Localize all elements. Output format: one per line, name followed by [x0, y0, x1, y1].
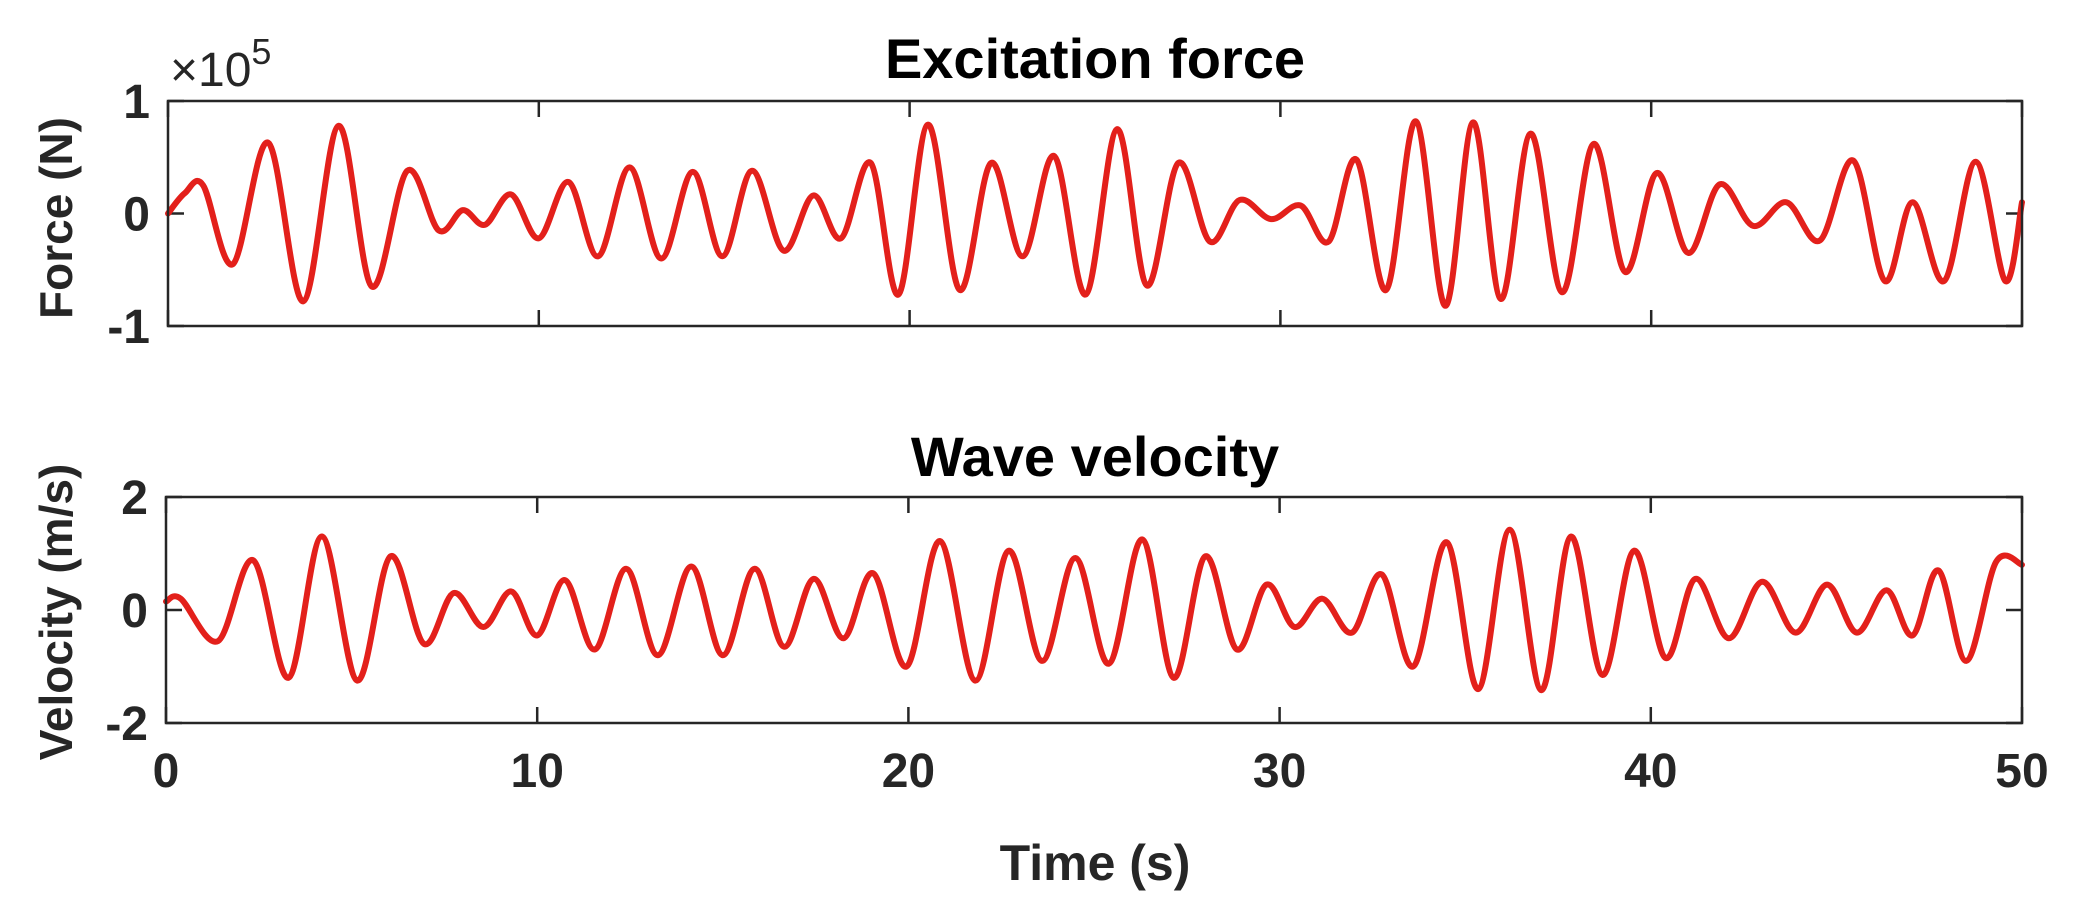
velocity-series-line [163, 526, 2025, 694]
force-title: Excitation force [885, 27, 1305, 90]
force-exponent-base: ×10 [170, 44, 251, 97]
velocity-ytick-label: -2 [105, 698, 148, 751]
velocity-xtick-label: 30 [1253, 745, 1306, 798]
force-plot: Excitation force ×105 Force (N) -1 0 1 [30, 27, 2025, 354]
velocity-xtick-label: 50 [1995, 745, 2048, 798]
velocity-xtick-label: 10 [511, 745, 564, 798]
force-ytick-label: -1 [107, 301, 150, 354]
velocity-axes-box [164, 495, 2024, 725]
velocity-xtick-label: 40 [1624, 745, 1677, 798]
velocity-yticks: -2 0 2 [105, 472, 2022, 751]
force-series-line [165, 118, 2025, 309]
velocity-ytick-label: 0 [121, 585, 148, 638]
force-ylabel: Force (N) [30, 117, 82, 319]
force-exponent-label: ×105 [170, 31, 271, 97]
velocity-xtick-label: 20 [882, 745, 935, 798]
velocity-ytick-label: 2 [121, 472, 148, 525]
velocity-ylabel: Velocity (m/s) [30, 464, 82, 761]
velocity-plot: Wave velocity Velocity (m/s) -202 0 10 20 3… [30, 425, 2049, 891]
force-ytick-label: 1 [123, 76, 150, 129]
force-ytick-label: 0 [123, 189, 150, 242]
force-exponent-power: 5 [251, 31, 271, 72]
velocity-title: Wave velocity [911, 425, 1279, 488]
velocity-xtick-label: 0 [153, 745, 180, 798]
force-axes-box [166, 99, 2024, 328]
velocity-xlabel: Time (s) [1000, 835, 1191, 891]
